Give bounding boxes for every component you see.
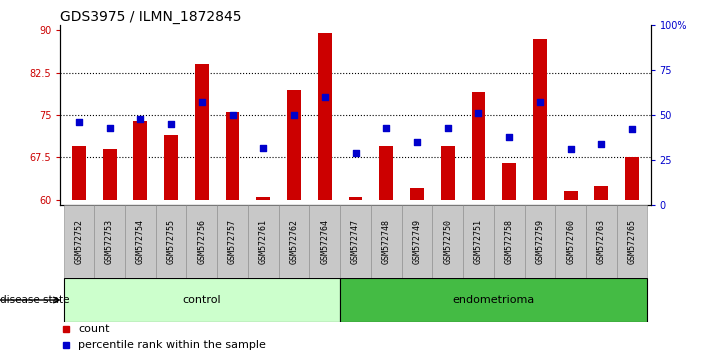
Point [134, 116, 146, 121]
Bar [225, 112, 240, 200]
Text: GSM572764: GSM572764 [320, 219, 329, 264]
Bar [402, 205, 432, 278]
Point [380, 125, 392, 131]
Point [473, 110, 484, 116]
Point [503, 134, 515, 139]
Bar [248, 205, 279, 278]
Point [411, 139, 422, 145]
Text: GSM572761: GSM572761 [259, 219, 268, 264]
Bar [257, 197, 270, 200]
Bar [72, 146, 86, 200]
Bar [616, 205, 648, 278]
Bar [525, 205, 555, 278]
Bar [625, 158, 639, 200]
Bar [217, 205, 248, 278]
Point [104, 125, 115, 131]
Text: GSM572756: GSM572756 [198, 219, 206, 264]
Bar [195, 64, 209, 200]
Point [289, 112, 300, 118]
Bar [494, 205, 525, 278]
Bar [463, 205, 494, 278]
Bar [371, 205, 402, 278]
Text: GSM572757: GSM572757 [228, 219, 237, 264]
Bar [340, 278, 648, 322]
Bar [164, 135, 178, 200]
Bar [594, 185, 609, 200]
Bar [318, 33, 331, 200]
Text: GDS3975 / ILMN_1872845: GDS3975 / ILMN_1872845 [60, 10, 242, 24]
Bar [441, 146, 454, 200]
Text: GSM572762: GSM572762 [289, 219, 299, 264]
Text: endometrioma: endometrioma [453, 295, 535, 305]
Bar [63, 278, 340, 322]
Bar [279, 205, 309, 278]
Text: GSM572753: GSM572753 [105, 219, 114, 264]
Point [257, 145, 269, 150]
Point [350, 150, 361, 156]
Text: GSM572747: GSM572747 [351, 219, 360, 264]
Bar [432, 205, 463, 278]
Point [565, 147, 577, 152]
Bar [287, 90, 301, 200]
Bar [586, 205, 616, 278]
Bar [156, 205, 186, 278]
Bar [102, 149, 117, 200]
Bar [309, 205, 340, 278]
Text: GSM572754: GSM572754 [136, 219, 145, 264]
Bar [63, 205, 95, 278]
Text: GSM572755: GSM572755 [166, 219, 176, 264]
Bar [410, 188, 424, 200]
Bar [186, 205, 217, 278]
Text: GSM572765: GSM572765 [628, 219, 636, 264]
Bar [380, 146, 393, 200]
Point [596, 141, 607, 147]
Bar [555, 205, 586, 278]
Bar [95, 205, 125, 278]
Bar [340, 205, 371, 278]
Bar [502, 163, 516, 200]
Point [442, 125, 454, 131]
Text: GSM572763: GSM572763 [597, 219, 606, 264]
Text: GSM572749: GSM572749 [412, 219, 422, 264]
Point [196, 99, 208, 105]
Point [227, 112, 238, 118]
Bar [348, 197, 363, 200]
Bar [134, 121, 147, 200]
Point [626, 127, 638, 132]
Point [73, 119, 85, 125]
Bar [471, 92, 486, 200]
Text: percentile rank within the sample: percentile rank within the sample [78, 340, 266, 350]
Point [319, 94, 331, 100]
Text: count: count [78, 324, 109, 334]
Point [534, 99, 545, 105]
Point [166, 121, 177, 127]
Bar [125, 205, 156, 278]
Text: GSM572750: GSM572750 [443, 219, 452, 264]
Bar [533, 39, 547, 200]
Text: control: control [183, 295, 221, 305]
Text: GSM572758: GSM572758 [505, 219, 513, 264]
Text: GSM572752: GSM572752 [75, 219, 83, 264]
Text: GSM572751: GSM572751 [474, 219, 483, 264]
Text: GSM572759: GSM572759 [535, 219, 545, 264]
Text: GSM572760: GSM572760 [566, 219, 575, 264]
Text: GSM572748: GSM572748 [382, 219, 391, 264]
Bar [564, 191, 577, 200]
Text: disease state: disease state [0, 295, 70, 305]
